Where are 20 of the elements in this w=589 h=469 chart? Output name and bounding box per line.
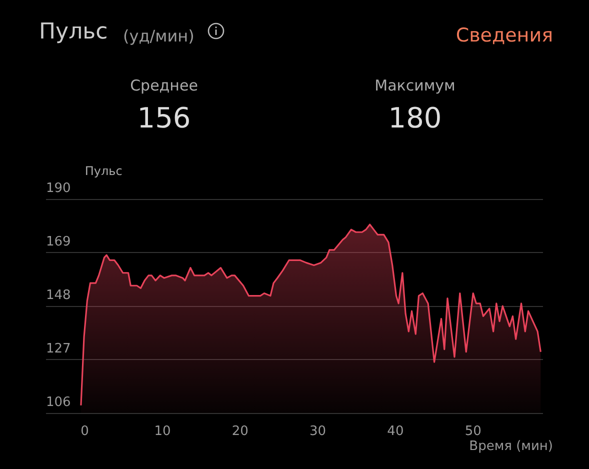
x-tick-label: 50 xyxy=(464,424,482,439)
text: Сведения xyxy=(456,24,553,46)
text: Среднее xyxy=(130,76,198,94)
chart-title: Пульс xyxy=(39,20,108,44)
chart-subtitle: (уд/мин) xyxy=(123,26,194,46)
x-tick-label: 10 xyxy=(154,424,171,439)
y-tick-label: 106 xyxy=(46,395,71,410)
y-tick-label: 148 xyxy=(46,288,71,303)
y-tick-label: 190 xyxy=(46,181,71,196)
y-tick-label: 127 xyxy=(46,342,71,356)
x-tick-label: 0 xyxy=(80,424,89,439)
x-tick-label: 30 xyxy=(310,424,326,439)
text: Максимум xyxy=(374,76,456,94)
y-tick-label: 169 xyxy=(46,234,71,250)
text: 156 xyxy=(137,102,191,134)
x-tick-label: 20 xyxy=(232,424,248,439)
y-axis-title: Пульс xyxy=(84,164,122,178)
x-tick-label: 40 xyxy=(387,424,404,439)
x-axis-title: Время (мин) xyxy=(469,439,553,454)
text: 180 xyxy=(388,102,442,134)
